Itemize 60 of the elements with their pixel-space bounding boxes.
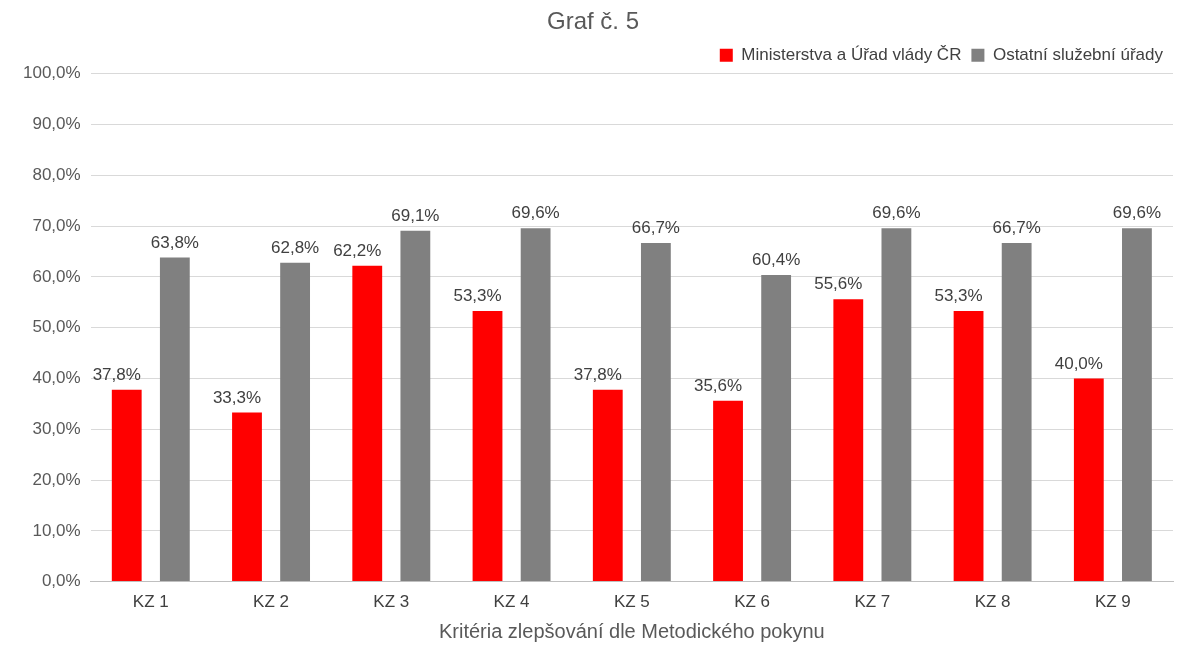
bar	[159, 257, 190, 582]
data-label: 53,3%	[934, 286, 983, 306]
bar	[472, 310, 503, 582]
data-label: 63,8%	[150, 232, 199, 252]
bar	[111, 389, 142, 582]
legend-label: Ostatní služební úřady	[992, 44, 1164, 64]
bar	[352, 265, 383, 582]
data-label: 69,6%	[511, 203, 560, 223]
x-tick-label: KZ 6	[734, 592, 771, 612]
data-label: 69,1%	[391, 205, 440, 225]
data-label: 40,0%	[1054, 353, 1103, 373]
data-label: 33,3%	[212, 387, 262, 407]
data-label: 60,4%	[752, 250, 801, 270]
data-label: 55,6%	[814, 274, 863, 294]
legend-label: Ministerstva a Úřad vlády ČR	[741, 44, 962, 64]
x-tick-label: KZ 3	[373, 592, 410, 612]
bar	[520, 228, 551, 582]
y-tick-label: 100,0%	[22, 63, 81, 83]
data-label: 62,8%	[271, 237, 320, 257]
y-tick-label: 50,0%	[32, 317, 81, 337]
bar	[1001, 242, 1032, 582]
data-label: 66,7%	[631, 218, 680, 238]
y-tick-label: 90,0%	[32, 114, 81, 134]
x-tick-label: KZ 1	[132, 592, 169, 612]
y-tick-label: 10,0%	[32, 520, 81, 540]
bar	[592, 389, 623, 582]
data-label: 53,3%	[453, 286, 502, 306]
bar	[280, 262, 311, 582]
chart-title: Graf č. 5	[546, 7, 640, 35]
data-label: 69,6%	[1112, 203, 1162, 223]
bar	[232, 412, 262, 582]
data-label: 35,6%	[693, 376, 743, 396]
x-axis-title: Kritéria zlepšování dle Metodického pokynu	[438, 619, 825, 642]
bar	[761, 274, 792, 582]
x-tick-label: KZ 9	[1094, 592, 1131, 612]
x-tick-label: KZ 8	[974, 592, 1011, 612]
y-tick-label: 80,0%	[32, 165, 81, 185]
x-tick-label: KZ 7	[854, 592, 891, 612]
bar	[953, 310, 984, 582]
data-label: 66,7%	[992, 218, 1041, 238]
y-tick-label: 0,0%	[41, 571, 81, 591]
bar	[640, 242, 671, 582]
x-tick-label: KZ 5	[613, 592, 650, 612]
data-label: 69,6%	[872, 203, 921, 223]
bar	[400, 230, 431, 582]
y-tick-label: 20,0%	[32, 469, 81, 489]
x-tick-label: KZ 2	[253, 592, 289, 612]
bar	[881, 228, 912, 582]
data-label: 37,8%	[573, 364, 622, 384]
data-label: 62,2%	[333, 240, 382, 260]
y-tick-label: 70,0%	[32, 215, 81, 235]
bar	[1073, 378, 1104, 582]
bar	[833, 299, 864, 582]
y-tick-label: 30,0%	[32, 418, 81, 438]
bar	[713, 400, 743, 582]
x-tick-label: KZ 4	[493, 592, 530, 612]
y-tick-label: 60,0%	[32, 266, 81, 286]
y-tick-label: 40,0%	[32, 368, 81, 388]
bar	[1122, 228, 1152, 582]
data-label: 37,8%	[92, 364, 141, 384]
